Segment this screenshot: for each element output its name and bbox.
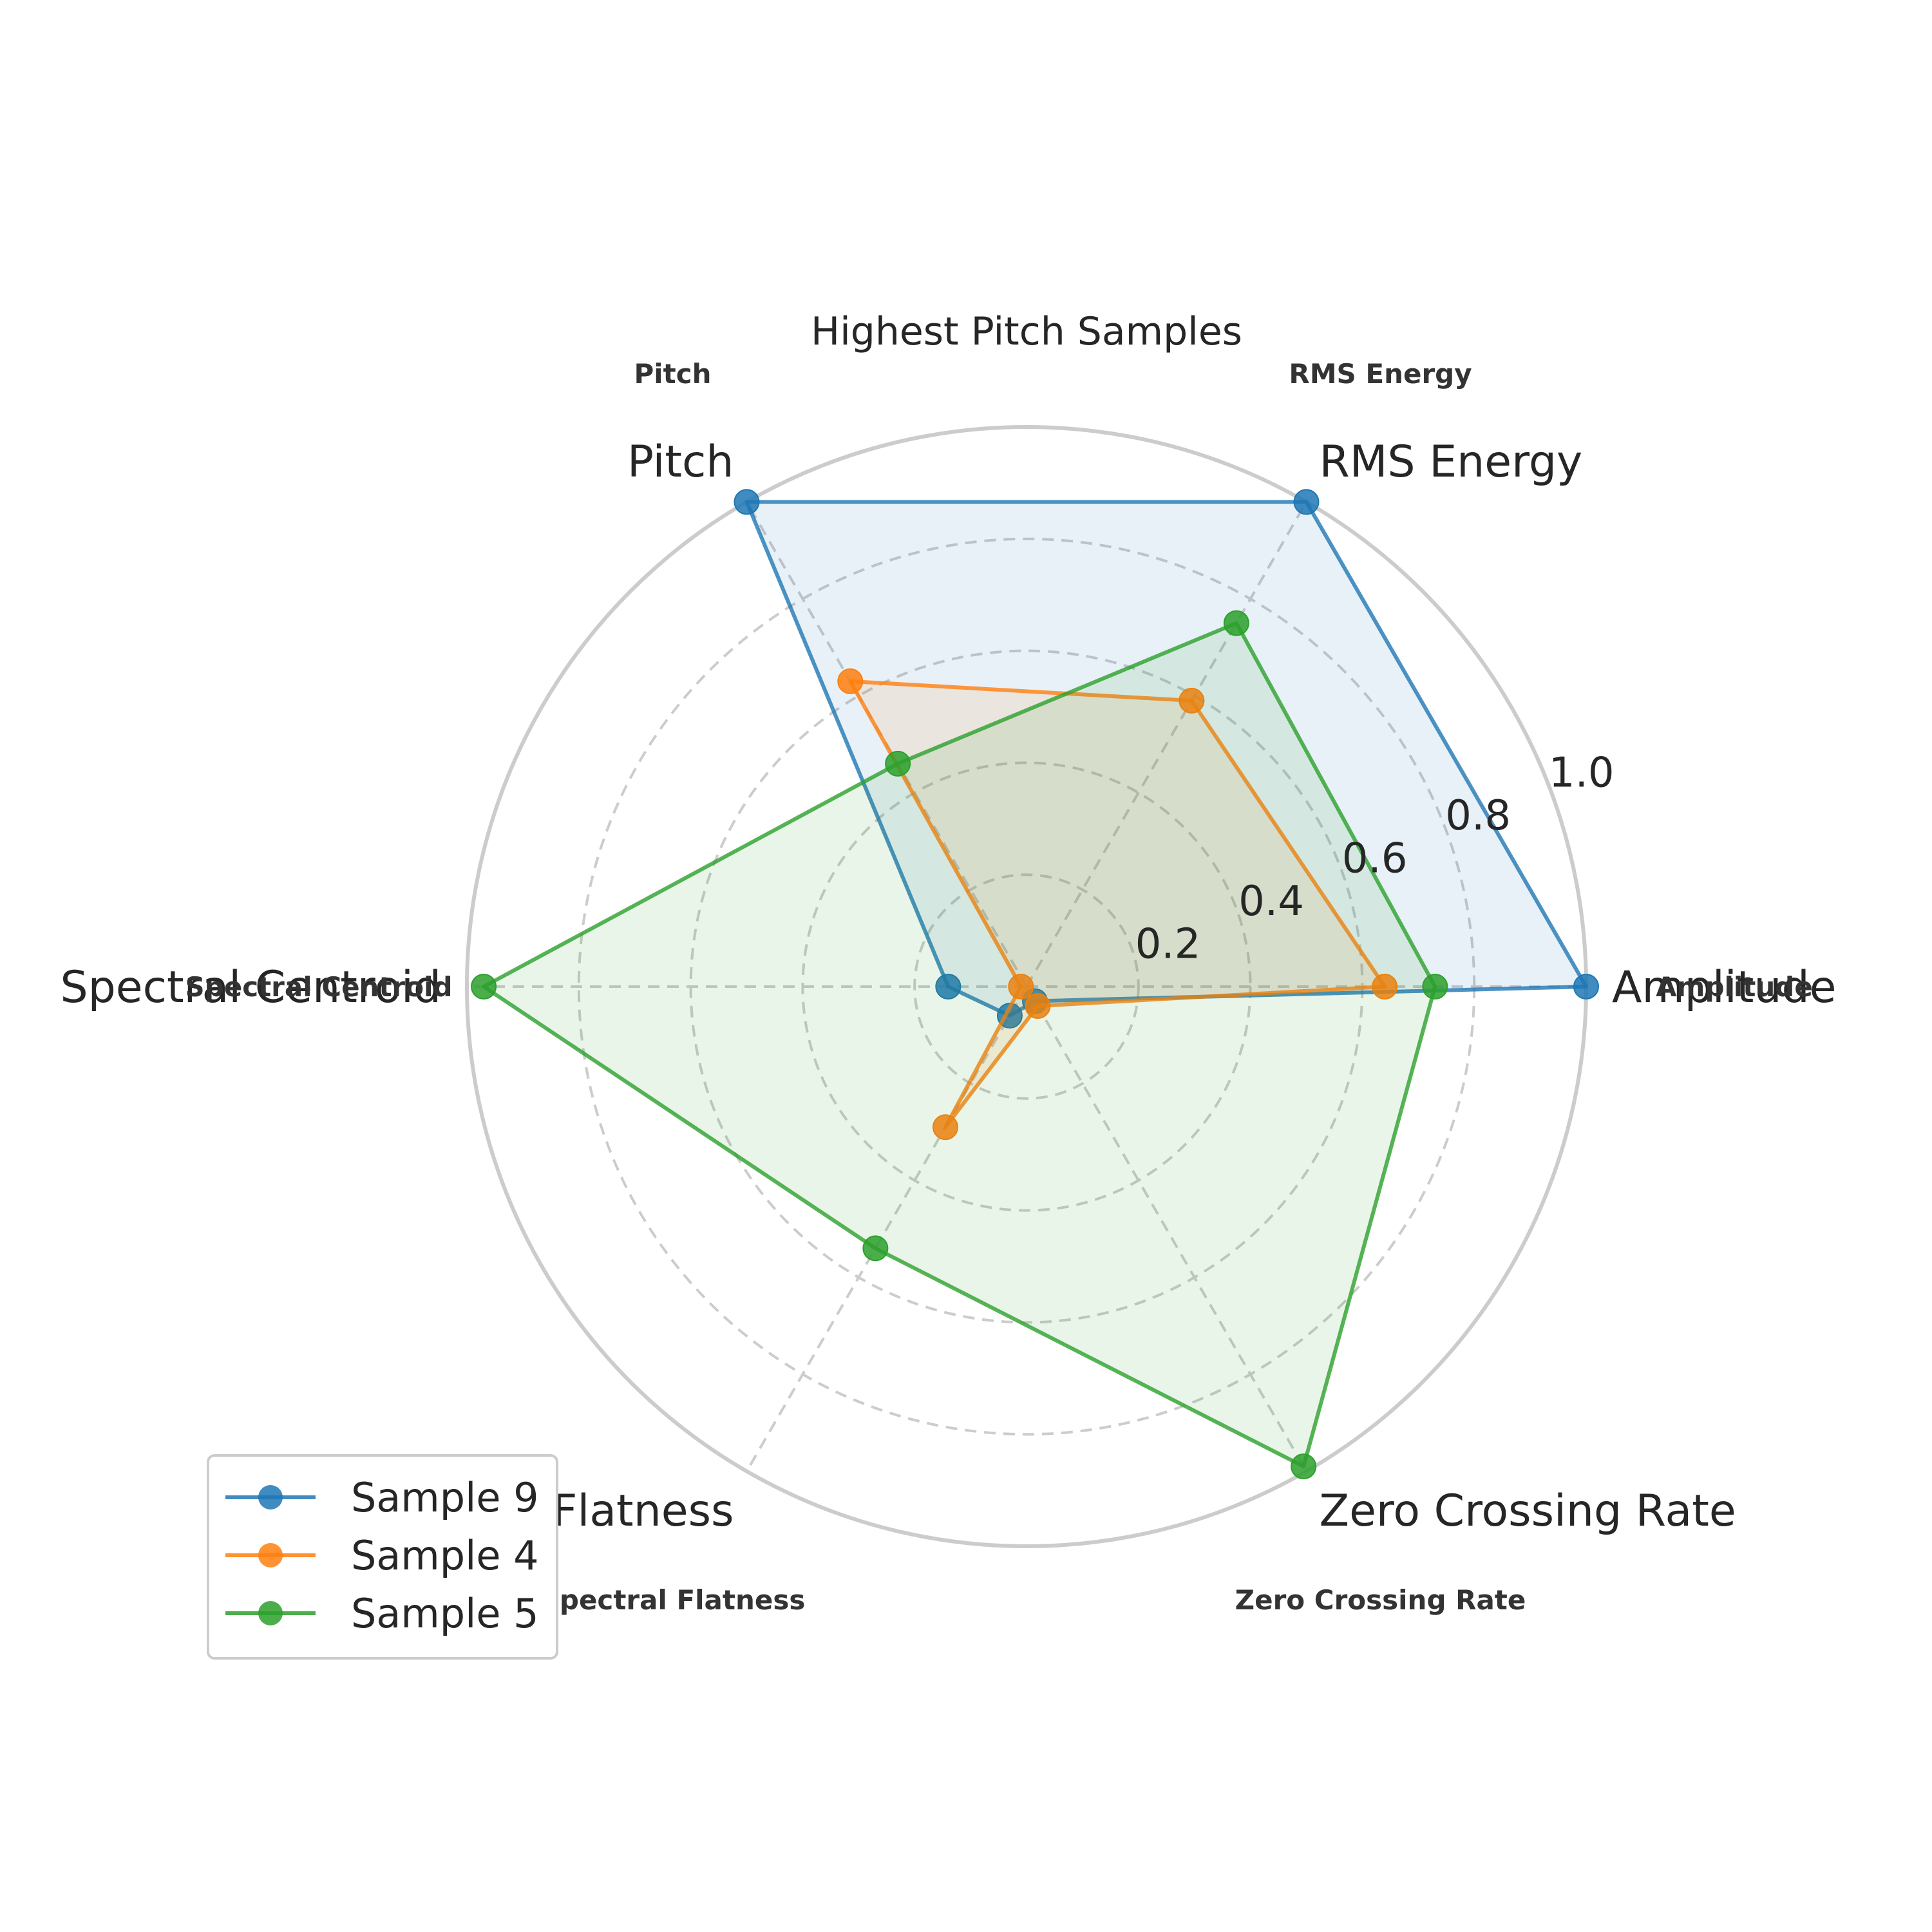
axis-label-bold-rms-energy: RMS Energy — [1289, 358, 1472, 390]
data-point-sample-5 — [1422, 974, 1448, 999]
axis-label-pitch: Pitch — [627, 437, 734, 488]
data-point-sample-5 — [885, 750, 911, 777]
data-point-sample-9 — [734, 489, 760, 515]
legend-label-sample-5: Sample 5 — [351, 1590, 539, 1637]
series-fill-sample-4 — [850, 681, 1385, 1128]
r-tick-label: 0.2 — [1135, 920, 1201, 968]
legend: Sample 9 Sample 4 Sample 5 — [207, 1454, 558, 1660]
radar-series — [471, 489, 1599, 1480]
radial-tick-labels: 0.2 0.4 0.6 0.8 1.0 — [1135, 749, 1615, 968]
data-point-sample-5 — [862, 1235, 889, 1262]
axis-label-amplitude: Amplitude — [1612, 962, 1836, 1013]
data-point-sample-4 — [1179, 687, 1205, 714]
axis-label-bold-amplitude: Amplitude — [1656, 971, 1813, 1003]
data-point-sample-5 — [471, 974, 497, 999]
axis-label-bold-pitch: Pitch — [634, 358, 711, 390]
series-fill-sample-5 — [484, 623, 1435, 1467]
data-point-sample-4 — [1008, 974, 1034, 999]
data-point-sample-9 — [1293, 489, 1320, 515]
axis-label-zero-crossing-rate: Zero Crossing Rate — [1320, 1486, 1736, 1537]
axis-label-spectral-centroid: Spectral Centroid — [60, 962, 441, 1013]
grid-ring — [913, 873, 1140, 1100]
legend-marker-sample-4 — [258, 1543, 283, 1567]
grid-spoke — [745, 986, 1028, 1472]
grid-spoke — [1025, 986, 1308, 1472]
axis-label-bold-spectral-centroid: Spectral Centroid — [185, 971, 452, 1003]
legend-box — [207, 1454, 558, 1660]
r-tick-label: 0.4 — [1238, 878, 1304, 925]
data-point-sample-5 — [1223, 610, 1249, 636]
r-tick-label: 0.6 — [1342, 835, 1408, 882]
axis-label-rms-energy: RMS Energy — [1320, 437, 1583, 488]
data-point-sample-9 — [1573, 974, 1599, 999]
data-point-sample-5 — [1291, 1454, 1317, 1480]
legend-marker-sample-5 — [258, 1601, 283, 1625]
chart-title: Highest Pitch Samples — [811, 309, 1242, 354]
legend-label-sample-4: Sample 4 — [351, 1532, 539, 1579]
legend-marker-sample-9 — [258, 1485, 283, 1510]
r-tick-label: 1.0 — [1549, 749, 1615, 797]
grid-spoke — [1025, 501, 1308, 988]
data-point-sample-4 — [1372, 974, 1398, 999]
data-point-sample-9 — [935, 974, 961, 999]
r-tick-label: 0.8 — [1445, 792, 1511, 840]
data-point-sample-4 — [837, 668, 864, 694]
data-point-sample-4 — [932, 1114, 958, 1141]
data-point-sample-4 — [1025, 993, 1051, 1019]
axis-label-bold-zero-crossing-rate: Zero Crossing Rate — [1235, 1584, 1526, 1616]
axis-label-bold-spectral-flatness: Spectral Flatness — [540, 1584, 806, 1616]
legend-label-sample-9: Sample 9 — [351, 1474, 539, 1521]
series-fill-sample-9 — [746, 502, 1586, 1016]
